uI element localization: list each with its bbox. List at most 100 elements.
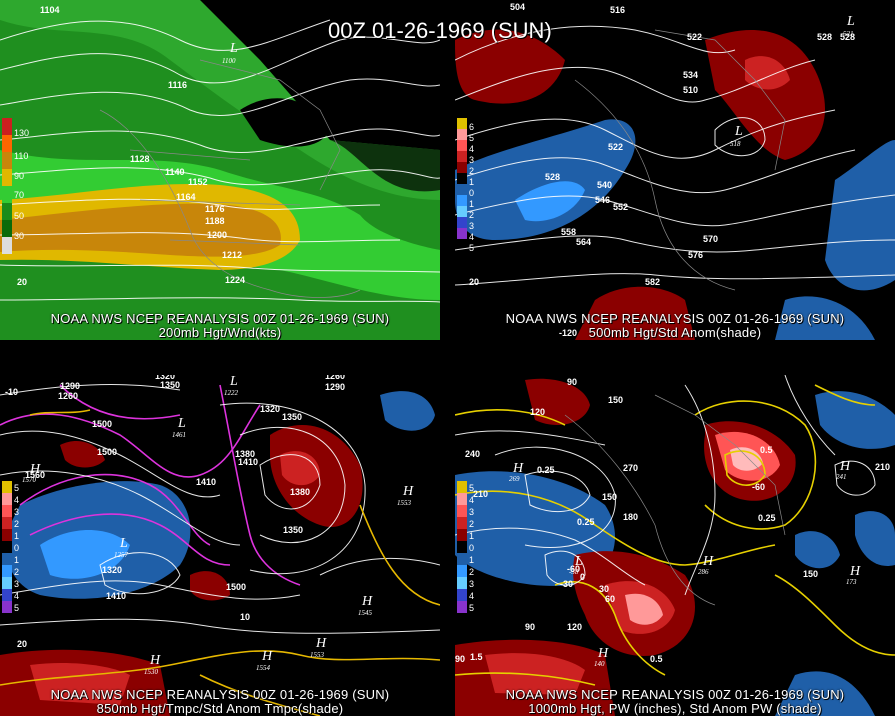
svg-text:1380: 1380	[290, 487, 310, 497]
svg-text:-60: -60	[567, 564, 580, 574]
svg-text:H: H	[315, 636, 327, 651]
legend-1000mb	[457, 481, 471, 613]
panel-850mb-caption-line1: NOAA NWS NCEP REANALYSIS 00Z 01-26-1969 …	[50, 687, 390, 702]
map-850mb: 1320 1350 1290 1260 1500 1560 1410 1380 …	[0, 375, 440, 716]
legend-850mb	[2, 481, 16, 613]
svg-text:522: 522	[687, 32, 702, 42]
svg-text:60: 60	[605, 594, 615, 604]
svg-text:1500: 1500	[226, 582, 246, 592]
panel-200mb-caption-line1: NOAA NWS NCEP REANALYSIS 00Z 01-26-1969 …	[50, 311, 390, 326]
svg-text:1104: 1104	[40, 5, 60, 15]
map-1000mb: 90 150 120 240 210 0.25 180 150 270 0.25…	[455, 375, 895, 716]
svg-text:-38: -38	[569, 568, 579, 576]
svg-text:518: 518	[730, 140, 741, 148]
panel-200mb-caption-line2: 200mb Hgt/Wnd(kts)	[158, 325, 282, 340]
svg-text:1553: 1553	[397, 499, 412, 507]
svg-text:H: H	[849, 564, 861, 579]
svg-text:1260: 1260	[325, 375, 345, 381]
svg-text:L: L	[177, 416, 186, 431]
svg-text:1545: 1545	[358, 609, 373, 617]
svg-text:1410: 1410	[196, 477, 216, 487]
svg-text:1164: 1164	[176, 192, 196, 202]
svg-text:240: 240	[465, 449, 480, 459]
svg-text:564: 564	[576, 237, 591, 247]
svg-text:0.5: 0.5	[760, 445, 773, 455]
svg-text:20: 20	[17, 639, 27, 649]
svg-text:582: 582	[645, 277, 660, 287]
svg-text:120: 120	[567, 622, 582, 632]
svg-text:H: H	[261, 649, 273, 664]
svg-text:1570: 1570	[22, 476, 37, 484]
svg-text:1290: 1290	[60, 381, 80, 391]
svg-text:140: 140	[594, 660, 605, 668]
svg-text:180: 180	[623, 512, 638, 522]
svg-text:-120: -120	[559, 328, 577, 338]
panel-1000mb-caption-line2: 1000mb Hgt, PW (inches), Std Anom PW (sh…	[528, 701, 822, 716]
svg-text:1560: 1560	[25, 470, 45, 480]
svg-text:1116: 1116	[168, 80, 187, 90]
svg-text:521: 521	[843, 30, 854, 38]
svg-text:H: H	[512, 461, 524, 476]
map-200mb: 1104 1116 1128 1140 1152 1164 1176 1188 …	[0, 0, 440, 340]
svg-text:1380: 1380	[235, 449, 255, 459]
svg-text:-10: -10	[5, 387, 18, 397]
panel-1000mb: 90 150 120 240 210 0.25 180 150 270 0.25…	[455, 375, 895, 716]
svg-text:210: 210	[473, 489, 488, 499]
svg-text:534: 534	[683, 70, 698, 80]
svg-text:150: 150	[803, 569, 818, 579]
panel-500mb-caption-line2: 500mb Hgt/Std Anom(shade)	[588, 325, 762, 340]
svg-text:1140: 1140	[165, 167, 185, 177]
svg-text:10: 10	[240, 612, 250, 622]
svg-text:90: 90	[567, 377, 577, 387]
svg-text:1320: 1320	[102, 565, 122, 575]
svg-text:540: 540	[597, 180, 612, 190]
svg-text:L: L	[846, 14, 855, 29]
svg-text:522: 522	[608, 142, 623, 152]
svg-text:286: 286	[698, 568, 709, 576]
svg-text:L: L	[229, 41, 238, 56]
svg-text:150: 150	[602, 492, 617, 502]
svg-text:528: 528	[840, 32, 855, 42]
svg-text:1410: 1410	[238, 457, 258, 467]
svg-text:570: 570	[703, 234, 718, 244]
svg-text:1212: 1212	[222, 250, 242, 260]
svg-text:0.25: 0.25	[577, 517, 595, 527]
svg-text:1500: 1500	[92, 419, 112, 429]
svg-text:528: 528	[817, 32, 832, 42]
panel-850mb-caption-line2: 850mb Hgt/Tmpc/Std Anom Tmpc(shade)	[96, 701, 344, 716]
svg-text:30: 30	[599, 584, 609, 594]
svg-text:1320: 1320	[155, 375, 175, 381]
svg-text:0.25: 0.25	[758, 513, 776, 523]
svg-text:504: 504	[510, 2, 525, 12]
legend-200mb	[2, 118, 16, 254]
svg-text:H: H	[402, 484, 414, 499]
panel-1000mb-caption-line1: NOAA NWS NCEP REANALYSIS 00Z 01-26-1969 …	[505, 687, 845, 702]
svg-text:1152: 1152	[188, 177, 208, 187]
panel-500mb-caption-line1: NOAA NWS NCEP REANALYSIS 00Z 01-26-1969 …	[505, 311, 845, 326]
panel-200mb: 1104 1116 1128 1140 1152 1164 1176 1188 …	[0, 0, 440, 340]
svg-text:1350: 1350	[160, 380, 180, 390]
svg-text:L: L	[734, 124, 743, 139]
svg-text:1176: 1176	[205, 204, 225, 214]
svg-text:241: 241	[836, 473, 847, 481]
svg-text:510: 510	[683, 85, 698, 95]
svg-text:1128: 1128	[130, 154, 150, 164]
svg-text:516: 516	[610, 5, 625, 15]
svg-text:1350: 1350	[283, 525, 303, 535]
svg-text:90: 90	[455, 654, 465, 664]
svg-text:20: 20	[17, 277, 27, 287]
svg-text:576: 576	[688, 250, 703, 260]
svg-text:1260: 1260	[58, 391, 78, 401]
map-500mb: 504 516 528 534 510 522 528 540 546 552 …	[455, 0, 895, 340]
svg-text:1320: 1320	[260, 404, 280, 414]
svg-text:1410: 1410	[106, 591, 126, 601]
svg-text:210: 210	[875, 462, 890, 472]
svg-text:558: 558	[561, 227, 576, 237]
svg-text:552: 552	[613, 202, 628, 212]
svg-text:L: L	[574, 554, 583, 569]
svg-text:1257: 1257	[114, 551, 129, 559]
svg-text:H: H	[839, 459, 851, 474]
svg-text:0: 0	[580, 572, 585, 582]
svg-text:1290: 1290	[325, 382, 345, 392]
svg-text:1530: 1530	[144, 668, 159, 676]
